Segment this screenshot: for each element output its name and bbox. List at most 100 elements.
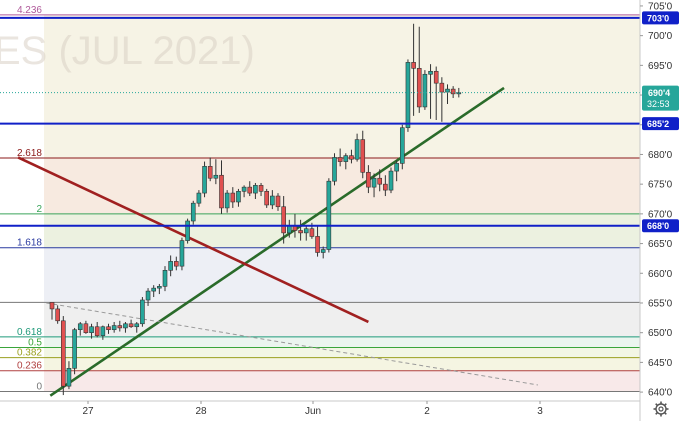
candle-body (145, 290, 151, 301)
price-badge-label: 703'0 (647, 13, 669, 23)
candle-body (213, 174, 219, 179)
fib-band (44, 302, 640, 337)
candle-body (456, 92, 462, 95)
candle-body (162, 270, 168, 287)
trendline-dashed[interactable] (46, 302, 538, 386)
candle-body (66, 368, 72, 387)
fib-level-label: 0.236 (17, 361, 42, 372)
candle-body (371, 177, 377, 188)
candle-body (224, 192, 230, 209)
current-price-badge (642, 85, 679, 111)
fib-bands (44, 14, 640, 392)
candle-body (315, 236, 320, 253)
candle-body (185, 220, 190, 241)
bar-countdown-label: 32:53 (647, 99, 670, 109)
candles (49, 23, 462, 396)
x-tick-label: 27 (82, 406, 94, 417)
candle-body (207, 166, 213, 179)
candle-body (270, 195, 275, 206)
y-tick-label: 650'0 (648, 328, 673, 339)
trendlines[interactable] (17, 86, 538, 397)
candle-body (151, 287, 156, 292)
settings-gear-icon[interactable] (653, 401, 669, 417)
candle-body (445, 88, 450, 93)
candle-body (439, 82, 445, 93)
y-tick-label: 695'0 (648, 61, 673, 72)
candle-body (337, 157, 343, 162)
y-tick-label: 640'0 (648, 388, 673, 399)
candle-body (236, 190, 241, 203)
candle-body (349, 155, 354, 160)
price-badge-label: 685'2 (647, 119, 669, 129)
fib-band (44, 347, 640, 358)
candle-body (388, 170, 394, 191)
candle-body (298, 230, 303, 234)
fib-level-label: 2 (36, 204, 42, 215)
trendline-support[interactable] (49, 86, 505, 397)
x-tick-label: Jun (305, 406, 321, 417)
fib-level-label: 2.618 (17, 148, 42, 159)
candle-body (106, 326, 111, 331)
candle-body (202, 166, 207, 194)
current-price-label: 690'4 (648, 88, 670, 98)
candle-body (174, 261, 179, 267)
candle-body (253, 185, 258, 194)
candle-body (230, 192, 236, 203)
candle-body (168, 261, 173, 271)
candle-body (309, 228, 315, 237)
fib-band (44, 370, 640, 392)
fib-level-label: 0.618 (17, 327, 42, 338)
candle-body (196, 192, 202, 204)
candle-body (264, 190, 270, 206)
candle-body (247, 186, 253, 194)
candle-body (258, 185, 264, 192)
candle-body (55, 308, 60, 322)
y-tick-label: 705'0 (648, 1, 673, 12)
candle-body (77, 323, 83, 331)
candle-body (100, 326, 106, 336)
fib-band (44, 213, 640, 248)
candle-body (179, 240, 185, 267)
price-badge (642, 117, 679, 131)
candle-body (94, 326, 100, 336)
y-tick-label: 675'0 (648, 180, 673, 191)
y-tick-label: 665'0 (648, 239, 673, 250)
price-badge (642, 11, 679, 25)
y-axis[interactable]: 640'0 645'0 650'0 655'0 660'0 665'0 670'0 675'0… (640, 1, 673, 399)
candle-body (281, 206, 286, 234)
candle-body (326, 180, 332, 250)
watermark-text: ES (JUL 2021) (0, 29, 255, 73)
candle-body (123, 323, 128, 329)
candle-body (320, 249, 326, 253)
fib-band (44, 158, 640, 214)
candle-body (72, 329, 77, 369)
candle-body (49, 302, 55, 310)
y-tick-label: 680'0 (648, 150, 673, 161)
fib-level-label: 1.618 (17, 238, 42, 249)
horizontal-levels[interactable] (0, 16, 640, 227)
candle-body (377, 177, 383, 185)
candle-body (241, 186, 247, 192)
candle-body (286, 225, 292, 234)
trendline-resistance[interactable] (17, 156, 369, 324)
x-axis[interactable]: 27 28 Jun 2 3 (82, 401, 543, 417)
candle-body (111, 325, 117, 331)
price-badge-label: 668'0 (647, 221, 669, 231)
candle-body (394, 163, 399, 172)
candle-body (366, 171, 371, 188)
fib-level-label: 0 (36, 381, 42, 392)
candle-body (354, 139, 360, 160)
price-badges: 703'0 685'2 668'0 690'432:53 (642, 11, 679, 233)
fib-level-label: 4.236 (17, 5, 42, 16)
fib-level-label: 0.382 (17, 348, 42, 359)
candle-body (360, 139, 366, 173)
x-tick-label: 2 (424, 406, 430, 417)
fib-band (44, 14, 640, 159)
candle-body (275, 195, 281, 208)
candle-body (428, 70, 433, 75)
y-tick-label: 700'0 (648, 31, 673, 42)
candle-body (383, 183, 388, 191)
candle-body (405, 62, 411, 129)
